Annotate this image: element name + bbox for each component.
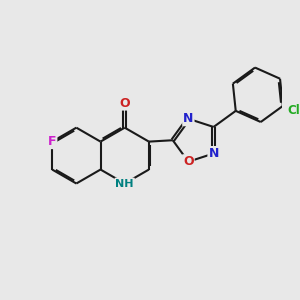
Text: F: F — [48, 135, 56, 148]
Text: NH: NH — [116, 178, 134, 188]
Text: O: O — [183, 155, 194, 168]
Text: N: N — [183, 112, 194, 125]
Text: N: N — [208, 147, 219, 160]
Text: Cl: Cl — [287, 104, 300, 117]
Text: O: O — [119, 97, 130, 110]
